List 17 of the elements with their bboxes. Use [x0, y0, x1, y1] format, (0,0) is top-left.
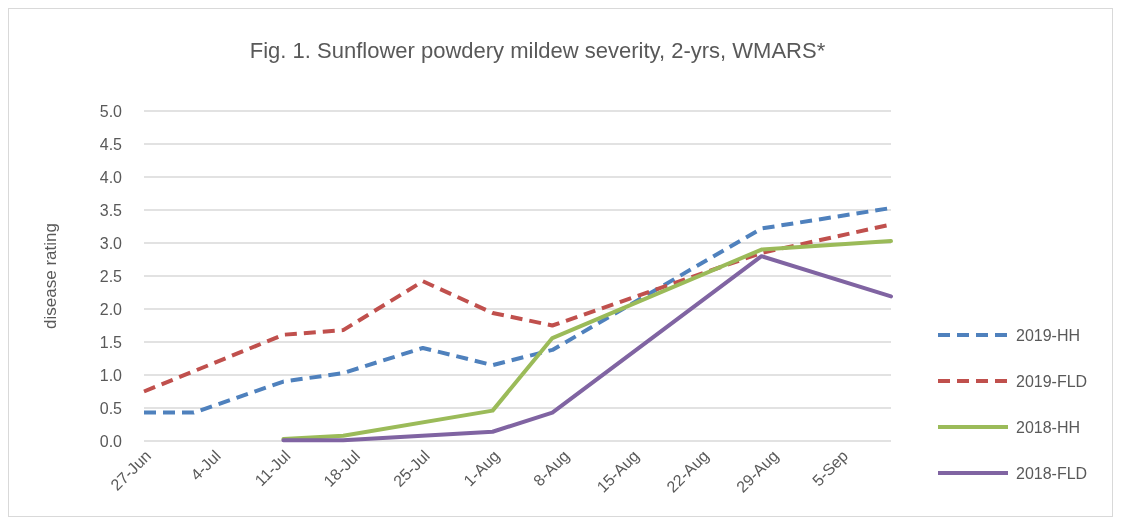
y-tick-label: 1.0 — [99, 366, 123, 384]
legend-label: 2019-FLD — [1016, 372, 1088, 390]
y-tick-label: 2.5 — [99, 267, 123, 285]
y-tick-label: 5.0 — [99, 102, 123, 120]
y-tick-label: 3.0 — [99, 234, 123, 252]
y-tick-label: 2.0 — [99, 300, 123, 318]
legend-label: 2018-FLD — [1016, 464, 1088, 482]
y-tick-label: 4.5 — [99, 135, 123, 153]
y-tick-label: 0.5 — [99, 399, 123, 417]
chart-title: Fig. 1. Sunflower powdery mildew severity, 2-yrs, WMARS* — [249, 38, 826, 63]
y-tick-label: 4.0 — [99, 168, 123, 186]
legend-label: 2019-HH — [1016, 326, 1081, 344]
legend-label: 2018-HH — [1016, 418, 1081, 436]
y-tick-label: 0.0 — [99, 432, 123, 450]
y-tick-label: 1.5 — [99, 333, 123, 351]
y-axis-title: disease rating — [41, 223, 60, 329]
y-tick-label: 3.5 — [99, 201, 123, 219]
